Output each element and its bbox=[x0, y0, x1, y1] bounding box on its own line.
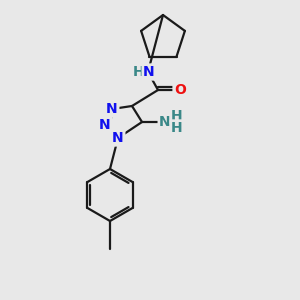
Text: H: H bbox=[171, 109, 183, 123]
Text: N: N bbox=[106, 102, 118, 116]
Text: N: N bbox=[99, 118, 111, 132]
Text: O: O bbox=[174, 83, 186, 97]
Text: N: N bbox=[159, 115, 171, 129]
Text: H: H bbox=[133, 65, 145, 79]
Text: N: N bbox=[112, 131, 124, 145]
Text: N: N bbox=[143, 65, 155, 79]
Text: H: H bbox=[171, 121, 183, 135]
